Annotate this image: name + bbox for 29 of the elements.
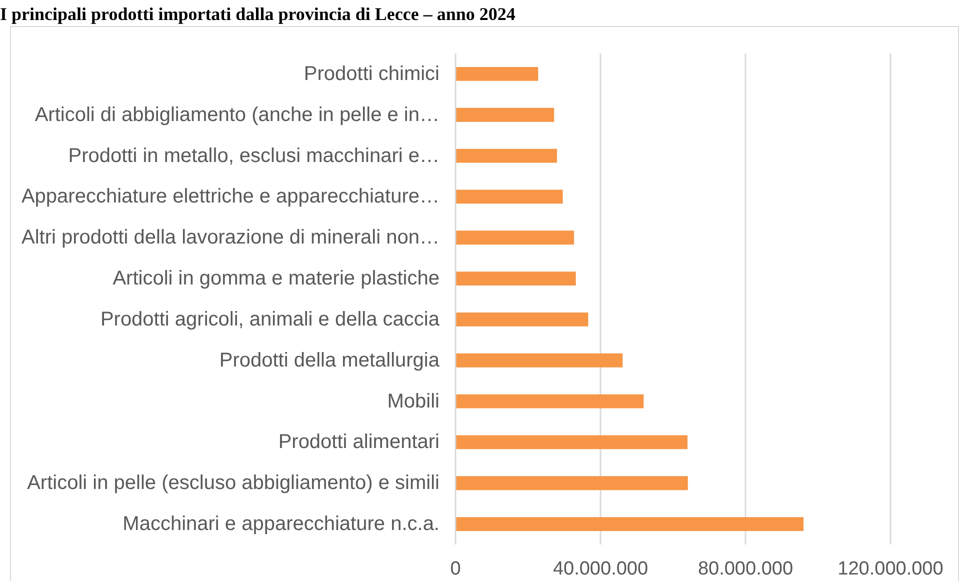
- y-tick-label: Prodotti della metallurgia: [219, 349, 440, 372]
- y-tick-label: Mobili: [387, 390, 440, 412]
- x-tick-label: 120.000.000: [838, 558, 944, 580]
- bar: [456, 148, 557, 163]
- x-tick-label: 80.000.000: [698, 558, 794, 580]
- bar: [456, 517, 804, 531]
- bar: [456, 435, 688, 450]
- bar: [456, 312, 588, 326]
- y-tick-label: Altri prodotti della lavorazione di minerali non…: [22, 226, 440, 249]
- y-tick-label: Apparecchiature elettriche e apparecchiature…: [21, 186, 440, 208]
- bar: [456, 353, 623, 368]
- y-tick-label: Macchinari e apparecchiature n.c.a.: [122, 513, 440, 536]
- x-tick-label: 0: [450, 558, 461, 580]
- bar: [456, 67, 538, 81]
- y-tick-label: Prodotti alimentari: [278, 431, 440, 454]
- bar: [456, 476, 688, 490]
- x-tick-label: 40.000.000: [552, 558, 648, 580]
- bar: [456, 272, 576, 286]
- bar: [456, 108, 554, 122]
- bar: [456, 230, 574, 245]
- bar: [456, 394, 644, 408]
- y-tick-label: Articoli in pelle (escluso abbigliamento) e simili: [27, 472, 440, 494]
- y-tick-label: Articoli di abbigliamento (anche in pelle e in…: [34, 104, 440, 126]
- y-tick-label: Prodotti in metallo, esclusi macchinari e…: [68, 144, 440, 167]
- y-tick-label: Prodotti agricoli, animali e della caccia: [100, 308, 440, 330]
- y-tick-label: Articoli in gomma e materie plastiche: [112, 268, 440, 290]
- y-tick-label: Prodotti chimici: [304, 62, 440, 85]
- bar: [456, 190, 563, 204]
- text: I principali prodotti importati dalla provincia di Lecce – anno 2024: [0, 3, 516, 26]
